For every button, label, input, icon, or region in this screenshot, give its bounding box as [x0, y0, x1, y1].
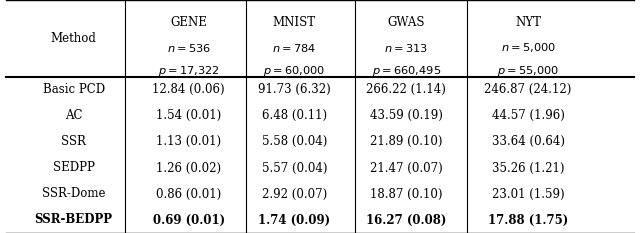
Text: 44.57 (1.96): 44.57 (1.96)	[492, 110, 564, 122]
Text: 1.26 (0.02): 1.26 (0.02)	[156, 161, 221, 175]
Text: 43.59 (0.19): 43.59 (0.19)	[370, 110, 443, 122]
Text: GWAS: GWAS	[388, 16, 425, 29]
Text: 5.57 (0.04): 5.57 (0.04)	[262, 161, 327, 175]
Text: 5.58 (0.04): 5.58 (0.04)	[262, 135, 327, 148]
Text: 18.87 (0.10): 18.87 (0.10)	[370, 188, 443, 200]
Text: 12.84 (0.06): 12.84 (0.06)	[152, 83, 225, 96]
Text: MNIST: MNIST	[273, 16, 316, 29]
Text: AC: AC	[65, 110, 83, 122]
Text: $p = 17{,}322$: $p = 17{,}322$	[158, 64, 220, 78]
Text: $p = 660{,}495$: $p = 660{,}495$	[372, 64, 441, 78]
Text: 0.86 (0.01): 0.86 (0.01)	[156, 188, 221, 200]
Text: $n = 784$: $n = 784$	[272, 42, 317, 54]
Text: $p = 55{,}000$: $p = 55{,}000$	[497, 64, 559, 78]
Text: 0.69 (0.01): 0.69 (0.01)	[153, 213, 225, 226]
Text: 1.54 (0.01): 1.54 (0.01)	[156, 110, 221, 122]
Text: Method: Method	[51, 32, 97, 45]
Text: 91.73 (6.32): 91.73 (6.32)	[258, 83, 331, 96]
Text: 21.47 (0.07): 21.47 (0.07)	[370, 161, 443, 175]
Text: 266.22 (1.14): 266.22 (1.14)	[367, 83, 446, 96]
Text: 2.92 (0.07): 2.92 (0.07)	[262, 188, 327, 200]
Text: 246.87 (24.12): 246.87 (24.12)	[484, 83, 572, 96]
Text: $p = 60{,}000$: $p = 60{,}000$	[263, 64, 326, 78]
Text: 1.74 (0.09): 1.74 (0.09)	[259, 213, 330, 226]
Text: $n = 536$: $n = 536$	[167, 42, 211, 54]
Text: 17.88 (1.75): 17.88 (1.75)	[488, 213, 568, 226]
Text: 6.48 (0.11): 6.48 (0.11)	[262, 110, 327, 122]
Text: $n = 313$: $n = 313$	[385, 42, 428, 54]
Text: 21.89 (0.10): 21.89 (0.10)	[370, 135, 443, 148]
Text: 1.13 (0.01): 1.13 (0.01)	[156, 135, 221, 148]
Text: GENE: GENE	[170, 16, 207, 29]
Text: SSR: SSR	[61, 135, 86, 148]
Text: SSR-Dome: SSR-Dome	[42, 188, 106, 200]
Text: SSR-BEDPP: SSR-BEDPP	[35, 213, 113, 226]
Text: $n = 5{,}000$: $n = 5{,}000$	[500, 41, 556, 54]
Text: SEDPP: SEDPP	[52, 161, 95, 175]
Text: NYT: NYT	[515, 16, 541, 29]
Text: 23.01 (1.59): 23.01 (1.59)	[492, 188, 564, 200]
Text: 35.26 (1.21): 35.26 (1.21)	[492, 161, 564, 175]
Text: Basic PCD: Basic PCD	[42, 83, 105, 96]
Text: 33.64 (0.64): 33.64 (0.64)	[492, 135, 564, 148]
Text: 16.27 (0.08): 16.27 (0.08)	[366, 213, 447, 226]
